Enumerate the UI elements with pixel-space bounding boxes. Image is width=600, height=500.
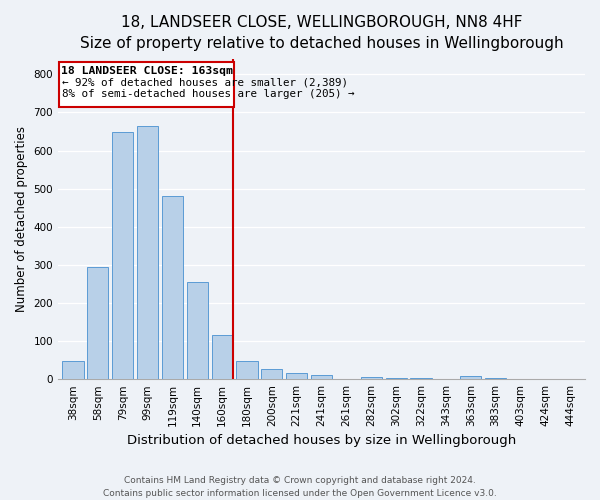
Bar <box>62 361 83 379</box>
Bar <box>286 374 307 379</box>
Bar <box>361 378 382 379</box>
Bar <box>137 126 158 379</box>
X-axis label: Distribution of detached houses by size in Wellingborough: Distribution of detached houses by size … <box>127 434 516 448</box>
Y-axis label: Number of detached properties: Number of detached properties <box>15 126 28 312</box>
Bar <box>460 376 481 379</box>
Bar <box>59 62 234 106</box>
Bar <box>112 132 133 379</box>
Bar <box>212 336 233 379</box>
Bar <box>410 378 431 379</box>
Text: ← 92% of detached houses are smaller (2,389): ← 92% of detached houses are smaller (2,… <box>62 78 348 88</box>
Text: 8% of semi-detached houses are larger (205) →: 8% of semi-detached houses are larger (2… <box>62 90 355 100</box>
Bar <box>386 378 407 379</box>
Bar <box>311 374 332 379</box>
Bar <box>485 378 506 379</box>
Bar <box>162 196 183 379</box>
Text: Contains HM Land Registry data © Crown copyright and database right 2024.
Contai: Contains HM Land Registry data © Crown c… <box>103 476 497 498</box>
Text: 18 LANDSEER CLOSE: 163sqm: 18 LANDSEER CLOSE: 163sqm <box>61 66 233 76</box>
Bar <box>87 267 109 379</box>
Bar <box>187 282 208 379</box>
Title: 18, LANDSEER CLOSE, WELLINGBOROUGH, NN8 4HF
Size of property relative to detache: 18, LANDSEER CLOSE, WELLINGBOROUGH, NN8 … <box>80 15 563 51</box>
Bar <box>236 361 257 379</box>
Bar <box>261 368 283 379</box>
